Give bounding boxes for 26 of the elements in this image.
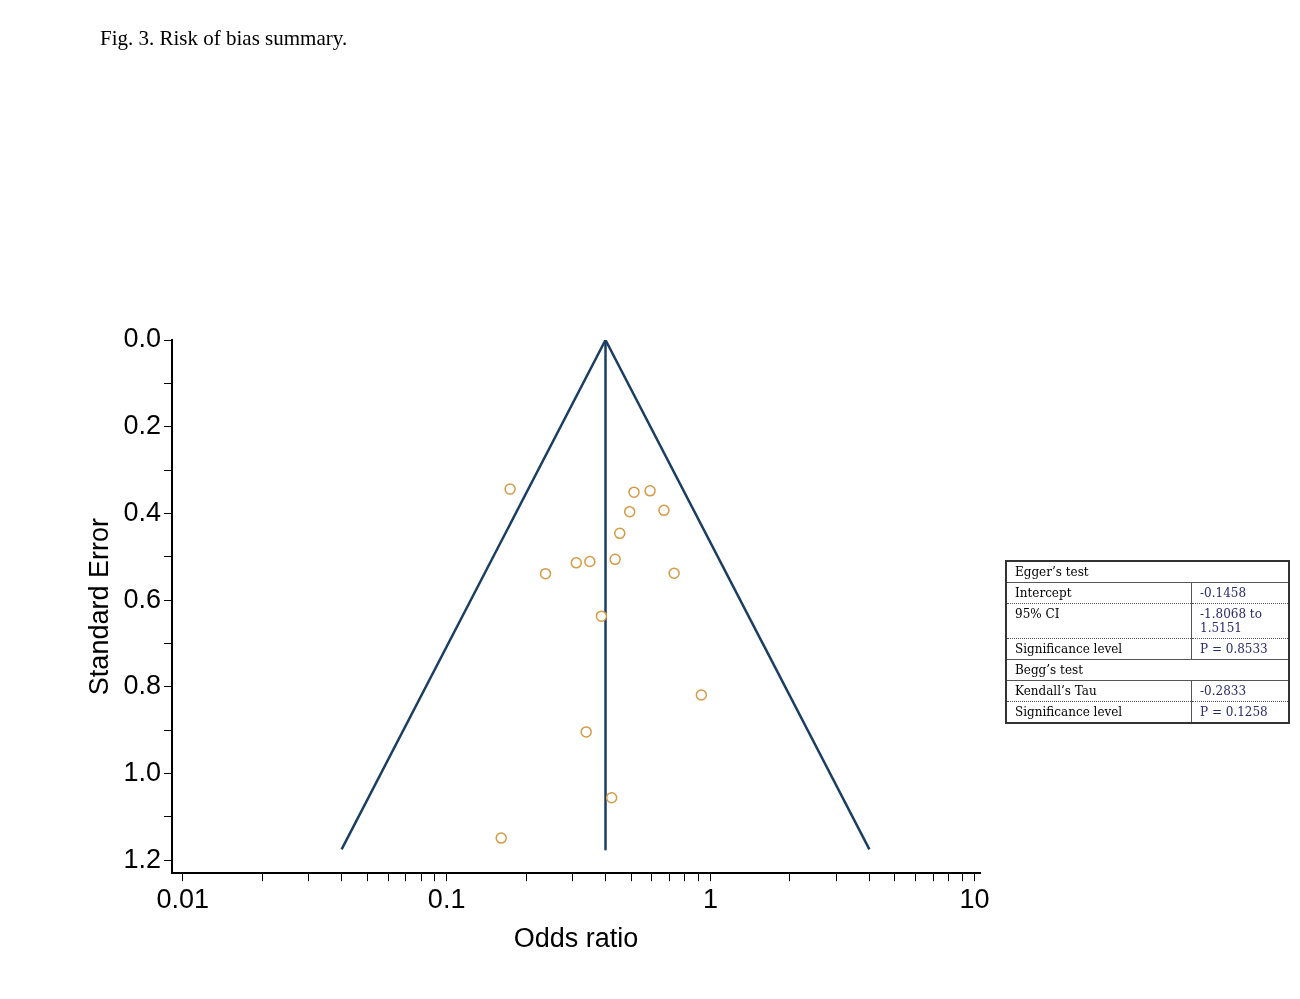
y-tick-label: 0.4 — [123, 496, 161, 527]
x-axis-title: Odds ratio — [513, 923, 639, 954]
text: Begg’s test — [1006, 659, 1289, 681]
text: Intercept — [1014, 585, 1073, 602]
x-tick-label: 1 — [703, 883, 719, 914]
text: -0.1458 — [1191, 582, 1289, 604]
y-tick-label: 0.6 — [123, 583, 161, 614]
y-tick-label: 1.0 — [123, 756, 161, 787]
y-tick-label: 0.8 — [123, 670, 161, 701]
y-tick-label: 0.2 — [123, 410, 161, 441]
text: Significance level — [1006, 701, 1192, 723]
x-tick-label: 0.1 — [427, 883, 466, 914]
x-tick-label: 0.01 — [156, 883, 210, 914]
text: -0.2833 — [1191, 680, 1289, 702]
y-axis-title: Standard Error — [83, 518, 114, 696]
caption: Fig. 3. Risk of bias summary. — [100, 26, 348, 51]
text: -1.8068 to 1.5151 — [1191, 603, 1289, 639]
text: P = 0.1258 — [1191, 701, 1289, 723]
text: Kendall’s Tau — [1014, 683, 1098, 700]
y-tick-label: 1.2 — [123, 843, 161, 874]
text: Significance level — [1006, 638, 1192, 660]
y-tick-label: 0.0 — [123, 323, 161, 354]
text: Egger’s test — [1006, 561, 1289, 583]
text: 95% CI — [1006, 603, 1192, 639]
x-tick-label: 10 — [959, 883, 990, 914]
text: P = 0.8533 — [1191, 638, 1289, 660]
